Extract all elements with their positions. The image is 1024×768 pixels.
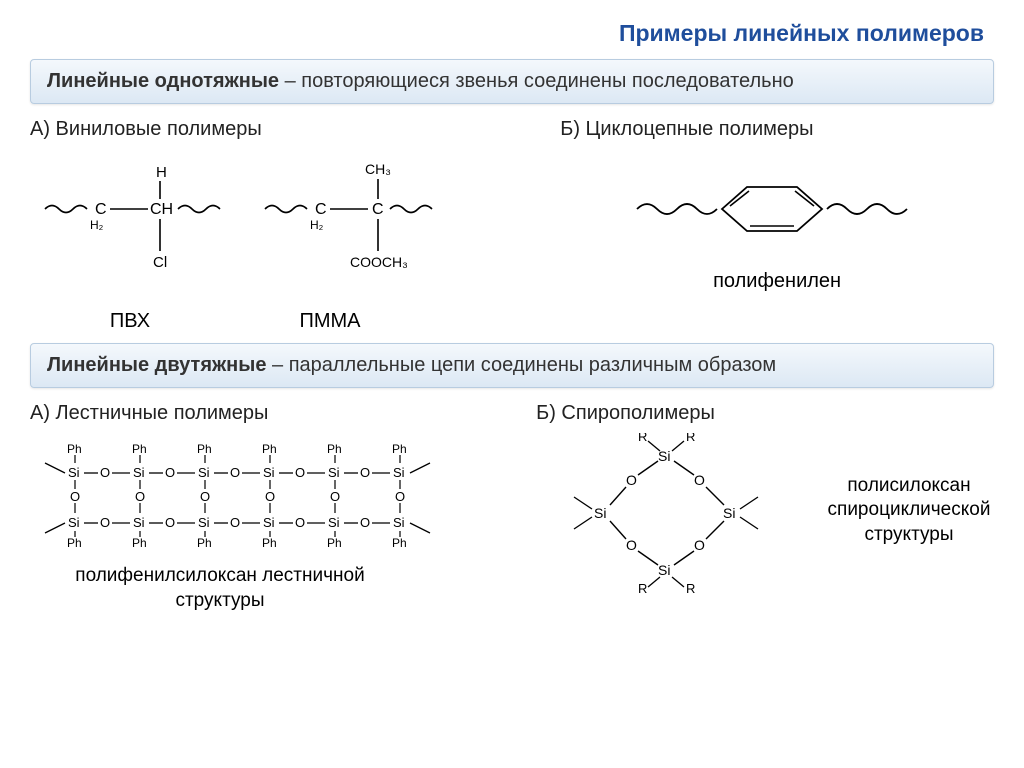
svg-text:Si: Si bbox=[263, 515, 275, 530]
svg-text:O: O bbox=[230, 515, 240, 530]
section1-heading-bold: Линейные однотяжные bbox=[47, 70, 279, 92]
svg-text:R: R bbox=[686, 433, 695, 444]
svg-text:Ph: Ph bbox=[132, 536, 147, 550]
svg-text:O: O bbox=[395, 489, 405, 504]
svg-text:O: O bbox=[626, 472, 637, 488]
svg-text:R: R bbox=[638, 433, 647, 444]
section1-colA-label: А) Виниловые полимеры bbox=[30, 118, 560, 141]
section2-colB: Б) Спирополимеры Si Si Si Si O bbox=[536, 402, 994, 613]
svg-text:R: R bbox=[638, 581, 647, 593]
pmma-caption: ПММА bbox=[230, 310, 430, 333]
svg-text:H: H bbox=[156, 164, 167, 181]
section1-colB: Б) Циклоцепные полимеры bbox=[560, 118, 994, 333]
svg-text:Si: Si bbox=[68, 515, 80, 530]
svg-text:O: O bbox=[200, 489, 210, 504]
svg-text:O: O bbox=[295, 465, 305, 480]
svg-text:Ph: Ph bbox=[67, 536, 82, 550]
svg-text:COOCH₃: COOCH₃ bbox=[350, 254, 408, 270]
svg-text:Si: Si bbox=[393, 465, 405, 480]
section2-colA: А) Лестничные полимеры S bbox=[30, 402, 536, 613]
vinyl-diagrams: C H₂ CH H Cl bbox=[30, 149, 560, 333]
svg-text:O: O bbox=[694, 472, 705, 488]
ladder-svg: Si Si Si Si Si Si O O O O O bbox=[30, 433, 460, 553]
svg-text:O: O bbox=[360, 515, 370, 530]
section2-heading-bold: Линейные двутяжные bbox=[47, 354, 266, 376]
ladder-diagram: Si Si Si Si Si Si O O O O O bbox=[30, 433, 536, 613]
svg-text:O: O bbox=[135, 489, 145, 504]
svg-text:O: O bbox=[295, 515, 305, 530]
svg-text:O: O bbox=[265, 489, 275, 504]
svg-text:Ph: Ph bbox=[327, 442, 342, 456]
section1-row: А) Виниловые полимеры C H₂ CH H bbox=[30, 118, 994, 333]
svg-text:O: O bbox=[100, 515, 110, 530]
section2-row: А) Лестничные полимеры S bbox=[30, 402, 994, 613]
polyphenylene-diagram: полифенилен bbox=[560, 149, 994, 293]
svg-text:O: O bbox=[165, 465, 175, 480]
svg-text:Si: Si bbox=[658, 562, 670, 578]
section2-colA-label: А) Лестничные полимеры bbox=[30, 402, 536, 425]
svg-text:C: C bbox=[95, 201, 107, 218]
svg-text:Si: Si bbox=[133, 515, 145, 530]
svg-text:Si: Si bbox=[68, 465, 80, 480]
polyphenylene-caption: полифенилен bbox=[560, 270, 994, 293]
svg-text:Ph: Ph bbox=[392, 536, 407, 550]
svg-text:O: O bbox=[230, 465, 240, 480]
svg-text:Ph: Ph bbox=[67, 442, 82, 456]
svg-text:Ph: Ph bbox=[132, 442, 147, 456]
section1-heading-rest: – повторяющиеся звенья соединены последо… bbox=[279, 70, 794, 92]
pvc-caption: ПВХ bbox=[30, 310, 230, 333]
ladder-caption: полифенилсилоксан лестничной структуры bbox=[30, 564, 410, 613]
svg-text:O: O bbox=[626, 537, 637, 553]
svg-text:Si: Si bbox=[198, 515, 210, 530]
svg-text:Ph: Ph bbox=[197, 442, 212, 456]
svg-text:Ph: Ph bbox=[327, 536, 342, 550]
svg-text:C: C bbox=[372, 201, 384, 218]
svg-text:O: O bbox=[694, 537, 705, 553]
section1-colB-label: Б) Циклоцепные полимеры bbox=[560, 118, 994, 141]
svg-text:H₂: H₂ bbox=[90, 218, 104, 232]
svg-text:Si: Si bbox=[263, 465, 275, 480]
svg-text:CH: CH bbox=[150, 201, 173, 218]
svg-text:CH₃: CH₃ bbox=[365, 161, 391, 177]
svg-text:Ph: Ph bbox=[262, 442, 277, 456]
svg-text:Ph: Ph bbox=[197, 536, 212, 550]
svg-text:O: O bbox=[330, 489, 340, 504]
section1-header: Линейные однотяжные – повторяющиеся звен… bbox=[30, 59, 994, 104]
svg-text:Si: Si bbox=[198, 465, 210, 480]
section2-colB-label: Б) Спирополимеры bbox=[536, 402, 814, 425]
svg-text:O: O bbox=[70, 489, 80, 504]
section2-header: Линейные двутяжные – параллельные цепи с… bbox=[30, 343, 994, 388]
section1-colA: А) Виниловые полимеры C H₂ CH H bbox=[30, 118, 560, 333]
svg-text:R: R bbox=[686, 581, 695, 593]
svg-text:O: O bbox=[360, 465, 370, 480]
svg-text:Ph: Ph bbox=[392, 442, 407, 456]
spiro-caption: полисилоксан спироциклической структуры bbox=[824, 474, 994, 548]
svg-text:Si: Si bbox=[328, 465, 340, 480]
spiro-diagram: Si Si Si Si O O O O bbox=[536, 433, 814, 598]
svg-text:Cl: Cl bbox=[153, 254, 167, 271]
svg-text:O: O bbox=[100, 465, 110, 480]
svg-text:O: O bbox=[165, 515, 175, 530]
svg-text:Si: Si bbox=[723, 505, 735, 521]
page-title: Примеры линейных полимеров bbox=[30, 20, 994, 47]
svg-text:H₂: H₂ bbox=[310, 218, 324, 232]
svg-text:Si: Si bbox=[594, 505, 606, 521]
spiro-svg: Si Si Si Si O O O O bbox=[536, 433, 796, 593]
svg-text:Si: Si bbox=[328, 515, 340, 530]
svg-text:Si: Si bbox=[393, 515, 405, 530]
svg-text:Si: Si bbox=[133, 465, 145, 480]
section2-heading-rest: – параллельные цепи соединены различным … bbox=[266, 354, 776, 376]
polyphenylene-svg bbox=[607, 149, 947, 259]
svg-text:Ph: Ph bbox=[262, 536, 277, 550]
pvc-pmma-svg: C H₂ CH H Cl bbox=[30, 149, 470, 299]
svg-text:C: C bbox=[315, 201, 327, 218]
